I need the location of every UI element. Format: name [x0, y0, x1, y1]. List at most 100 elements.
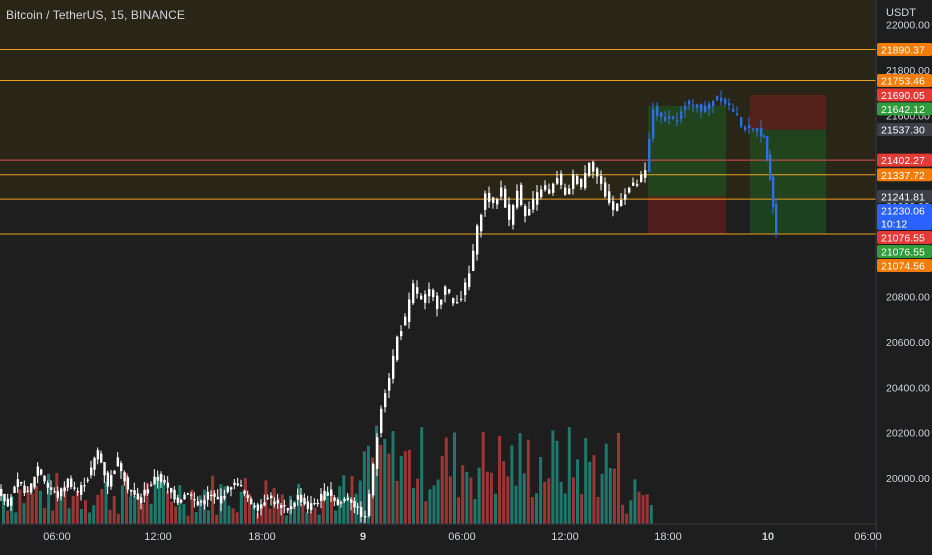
- time-axis-label: 06:00: [43, 531, 71, 543]
- volume-bar: [59, 497, 63, 524]
- candle-body: [220, 495, 223, 504]
- volume-bar: [79, 509, 83, 524]
- volume-bar: [354, 493, 358, 524]
- volume-bar: [510, 445, 514, 524]
- volume-bar: [535, 493, 538, 524]
- candle-body: [775, 204, 778, 235]
- candle-body: [13, 486, 16, 493]
- volume-bar: [186, 515, 190, 524]
- candle-body: [83, 485, 86, 487]
- volume-bar: [444, 437, 448, 524]
- price-axis-label: 22000.00: [886, 20, 930, 32]
- candle-body: [66, 478, 70, 488]
- volume-bar: [75, 491, 79, 524]
- candle-body: [340, 502, 343, 504]
- volume-bar: [325, 491, 329, 524]
- candle-body: [728, 103, 731, 106]
- volume-bar: [309, 512, 313, 524]
- volume-bar: [161, 482, 165, 524]
- candle-body: [576, 175, 579, 185]
- candle-body: [424, 294, 427, 303]
- candle-body: [33, 476, 36, 488]
- volume-bar: [190, 489, 194, 524]
- volume-bar: [252, 503, 256, 524]
- volume-bar: [166, 491, 169, 524]
- volume-bar: [645, 494, 649, 524]
- candle-body: [186, 493, 190, 495]
- volume-bar: [391, 431, 395, 524]
- volume-bar: [477, 467, 481, 524]
- volume-bar: [22, 503, 26, 524]
- volume-bar: [428, 489, 432, 524]
- volume-bar: [330, 492, 333, 524]
- position-target-zone[interactable]: [648, 105, 726, 197]
- candle-body: [492, 197, 495, 203]
- candle-body: [36, 466, 40, 476]
- volume-bar: [149, 503, 153, 524]
- candle-body: [708, 103, 711, 110]
- price-axis-label: 20800.00: [886, 292, 930, 304]
- volume-bar: [461, 465, 465, 524]
- candle-body: [460, 298, 463, 300]
- candle-body: [592, 161, 595, 172]
- price-tag-label: 21690.05: [881, 90, 925, 102]
- price-tag: [877, 245, 932, 259]
- volume-bar: [584, 437, 588, 524]
- volume-bar: [539, 456, 543, 524]
- position-stop-zone[interactable]: [648, 196, 726, 234]
- volume-bar: [366, 445, 370, 524]
- candle-body: [428, 289, 431, 297]
- time-axis[interactable]: 06:00 12:00 18:00 9 06:00 12:00 18:00 10 06:00: [43, 531, 882, 543]
- price-tag: [877, 190, 932, 204]
- volume-bar: [403, 451, 407, 524]
- candle-body: [656, 105, 659, 116]
- candle-body: [648, 138, 651, 173]
- price-tag-label: 21230.06: [881, 206, 925, 218]
- candle-body: [280, 505, 283, 508]
- volume-bar: [63, 485, 67, 524]
- volume-bar: [424, 501, 428, 524]
- candle-body: [90, 467, 93, 476]
- candle-body: [504, 188, 507, 208]
- price-tag-label: 21753.46: [881, 76, 925, 88]
- candle-body: [620, 199, 623, 206]
- price-tag: [877, 231, 932, 245]
- candle-body: [170, 488, 173, 493]
- candle-body: [190, 494, 193, 496]
- volume-bar: [305, 512, 309, 524]
- position-stop-zone[interactable]: [750, 94, 826, 130]
- volume-bar: [432, 485, 436, 524]
- candle-body: [60, 488, 63, 497]
- candle-body: [106, 472, 110, 487]
- position-target-zone[interactable]: [750, 129, 826, 234]
- candle-body: [50, 487, 53, 490]
- volume-bar: [88, 512, 92, 524]
- candle-body: [632, 182, 635, 186]
- volume-bar: [235, 512, 239, 524]
- volume-bar: [108, 509, 112, 524]
- volume-bar: [379, 444, 383, 524]
- volume-bar: [436, 479, 440, 524]
- volume-bar: [416, 478, 420, 524]
- candle-body: [520, 184, 523, 205]
- volume-bar: [293, 500, 297, 524]
- candle-body: [156, 476, 160, 481]
- volume-bar: [34, 485, 38, 524]
- volume-bar: [588, 461, 592, 524]
- volume-bar: [637, 491, 641, 524]
- candle-body: [333, 497, 336, 502]
- volume-bar: [297, 483, 301, 524]
- candle-body: [40, 469, 43, 475]
- volume-bar: [174, 506, 178, 524]
- volume-bar: [26, 486, 30, 524]
- volume-bar: [137, 495, 141, 524]
- candle-body: [153, 476, 156, 485]
- volume-bar: [215, 514, 219, 524]
- candle-body: [180, 499, 183, 503]
- volume-bar: [231, 508, 235, 524]
- candle-body: [196, 501, 200, 506]
- time-axis-label: 12:00: [551, 531, 579, 543]
- candle-body: [63, 487, 66, 492]
